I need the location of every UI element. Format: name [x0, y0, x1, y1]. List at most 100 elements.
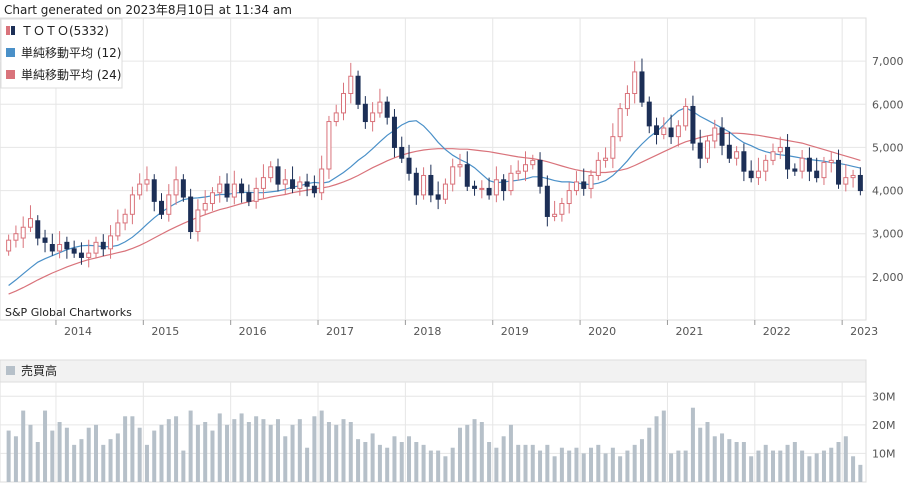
- volume-bar: [57, 422, 62, 482]
- volume-bar: [268, 424, 273, 482]
- volume-bar: [450, 447, 455, 482]
- candle-up: [268, 166, 274, 179]
- volume-bar: [690, 407, 695, 482]
- x-tick-label: 2019: [501, 325, 529, 338]
- candle-up: [86, 252, 92, 258]
- candle-up: [166, 194, 172, 215]
- candle-up: [209, 192, 215, 205]
- volume-bar: [843, 436, 848, 482]
- candle-down: [78, 252, 84, 258]
- volume-bar: [683, 450, 688, 482]
- candle-up: [552, 213, 558, 217]
- candle-up: [13, 233, 19, 241]
- volume-bar: [115, 433, 120, 482]
- candles-layer: [6, 58, 863, 268]
- volume-bar: [392, 436, 397, 482]
- candle-up: [442, 183, 448, 200]
- volume-bar: [232, 419, 237, 482]
- volume-legend-swatch: [6, 366, 15, 375]
- legend-swatch-sma24: [6, 70, 15, 79]
- price-y-ticks: 2,000 3,000 4,000 5,000 6,000 7,000: [872, 55, 904, 284]
- volume-bar: [261, 419, 266, 482]
- volume-bar: [472, 419, 477, 482]
- volume-y-tick-label: 30M: [872, 390, 896, 403]
- legend-swatch-sma12: [6, 48, 15, 57]
- candle-down: [151, 179, 157, 202]
- volume-bar: [501, 436, 506, 482]
- volume-bar: [800, 450, 805, 482]
- volume-bar: [50, 430, 55, 482]
- volume-bar: [596, 444, 601, 482]
- volume-bar: [174, 416, 179, 482]
- x-tick-label: 2016: [239, 325, 267, 338]
- volume-bar: [749, 456, 754, 482]
- volume-bar: [581, 453, 586, 482]
- volume-bar: [814, 453, 819, 482]
- candle-down: [836, 159, 842, 185]
- candle-down: [806, 157, 812, 172]
- candle-up: [632, 71, 638, 95]
- volume-bar: [559, 447, 564, 482]
- volume-bar: [705, 422, 710, 482]
- volume-bar: [508, 424, 513, 482]
- volume-bar: [312, 416, 317, 482]
- candle-down: [71, 248, 77, 254]
- x-tick-label: 2021: [675, 325, 703, 338]
- candle-up: [297, 181, 303, 189]
- candle-down: [180, 179, 186, 198]
- candle-up: [712, 127, 718, 142]
- volume-bar: [79, 439, 84, 482]
- candle-down: [639, 71, 645, 103]
- candle-up: [108, 235, 114, 250]
- candle-up: [573, 181, 579, 192]
- sma-24-line: [8, 132, 861, 295]
- volume-bar: [443, 456, 448, 482]
- candle-up: [559, 203, 565, 215]
- volume-bar: [86, 427, 91, 482]
- volume-bar: [421, 444, 426, 482]
- x-tick-label: 2018: [413, 325, 441, 338]
- candle-up: [515, 170, 521, 174]
- volume-bar: [589, 447, 594, 482]
- volume-bar: [377, 444, 382, 482]
- price-y-tick-label: 4,000: [872, 185, 904, 198]
- price-y-tick-label: 3,000: [872, 228, 904, 241]
- candle-down: [399, 146, 405, 159]
- volume-y-tick-label: 20M: [872, 419, 896, 432]
- volume-bar: [457, 427, 462, 482]
- volume-bars-layer: [6, 407, 863, 482]
- volume-bar: [159, 424, 164, 482]
- volume-bar: [305, 447, 310, 482]
- candle-up: [493, 179, 499, 196]
- volume-bar: [385, 447, 390, 482]
- candle-up: [675, 125, 681, 138]
- volume-bar: [727, 439, 732, 482]
- legend-label-sma12: 単純移動平均 (12): [21, 46, 121, 60]
- candle-down: [275, 166, 281, 185]
- candle-down: [35, 220, 41, 239]
- candle-up: [195, 209, 201, 233]
- price-y-tick-label: 7,000: [872, 55, 904, 68]
- candle-up: [522, 164, 528, 172]
- volume-bar: [152, 430, 157, 482]
- volume-bar: [618, 456, 623, 482]
- candle-down: [719, 127, 725, 146]
- volume-bar: [676, 450, 681, 482]
- volume-bar: [603, 453, 608, 482]
- volume-bar: [741, 442, 746, 482]
- candle-up: [421, 174, 427, 196]
- volume-bar: [319, 410, 324, 482]
- volume-bar: [771, 450, 776, 482]
- candle-up: [202, 203, 208, 211]
- candle-down: [239, 183, 245, 194]
- volume-bar: [494, 447, 499, 482]
- volume-bar: [210, 430, 215, 482]
- candle-up: [479, 187, 485, 190]
- volume-bar: [807, 456, 812, 482]
- volume-bar: [639, 439, 644, 482]
- candle-up: [129, 194, 135, 215]
- volume-bar: [625, 450, 630, 482]
- candle-down: [100, 241, 106, 250]
- legend-swatch-price-down: [11, 26, 15, 35]
